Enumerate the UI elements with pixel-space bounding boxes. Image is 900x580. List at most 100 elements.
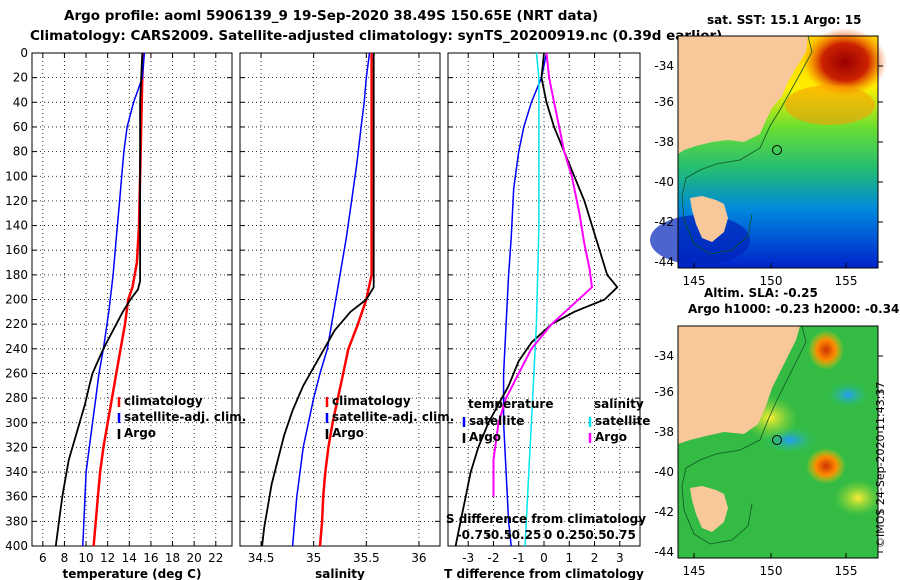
sst-warm-core [803, 28, 887, 96]
temperature-x-axis-label: temperature (deg C) [63, 567, 202, 580]
depth-tick-label: 400 [5, 539, 28, 553]
salinity-difference-tick-label: 0.5 [585, 528, 606, 542]
depth-tick-label: 240 [5, 342, 28, 356]
legend-label: Argo [124, 426, 156, 440]
sla-land-tasmania [690, 486, 728, 532]
difference-series-t-satellite [502, 52, 548, 547]
difference-x-axis-label: T difference from climatology [444, 567, 644, 580]
x-tick-label: 35.5 [353, 551, 380, 565]
x-tick-label: 8 [61, 551, 69, 565]
sst-argo-position-marker [772, 145, 782, 155]
x-tick-label: 36 [411, 551, 426, 565]
sst-warm-band [785, 85, 875, 125]
depth-tick-label: 300 [5, 416, 28, 430]
depth-tick-label: 320 [5, 440, 28, 454]
legend-label: climatology [124, 394, 203, 408]
depth-tick-label: 340 [5, 465, 28, 479]
sst-map-title: sat. SST: 15.1 Argo: 15 [707, 13, 861, 27]
depth-tick-label: 0 [20, 46, 28, 60]
sla-map-frame [677, 325, 879, 559]
lon-tick-label: 145 [683, 564, 706, 578]
salinity-series-satellite-adj-clim- [291, 52, 371, 547]
x-tick-label: 14 [122, 551, 137, 565]
x-tick-label: -2 [487, 551, 499, 565]
x-tick-label: 22 [208, 551, 223, 565]
legend-label: satellite [469, 414, 524, 428]
temperature-series-climatology [92, 52, 145, 547]
x-tick-label: 3 [616, 551, 624, 565]
x-tick-label: 18 [165, 551, 180, 565]
salinity-series-argo [261, 53, 375, 547]
lat-tick-label: -34 [654, 349, 674, 363]
depth-tick-label: 220 [5, 317, 28, 331]
depth-tick-label: 100 [5, 169, 28, 183]
depth-tick-label: 40 [13, 95, 28, 109]
legend-label: Argo [332, 426, 364, 440]
x-tick-label: 20 [187, 551, 202, 565]
x-tick-label: 6 [39, 551, 47, 565]
x-tick-label: 35 [306, 551, 321, 565]
salinity-profile-panel: 34.5 35 35.5 36 salinity climatology satellite… [239, 52, 454, 580]
sla-eddy-high-south [806, 448, 846, 484]
sst-map-axes: 145 150 155 -34 -36 -38 -40 -42 -44 [654, 59, 883, 288]
sst-map: sat. SST: 15.1 Argo: 15 145 150 155 -34 -36 -… [650, 13, 887, 288]
legend-temperature-title: temperature [468, 397, 553, 411]
lon-tick-label: 150 [760, 564, 783, 578]
sst-map-frame [677, 35, 879, 269]
depth-tick-label: 280 [5, 391, 28, 405]
x-tick-label: 2 [591, 551, 599, 565]
sla-land-mainland [678, 326, 800, 444]
depth-tick-label: 60 [13, 120, 28, 134]
legend-label: satellite-adj. clim. [124, 410, 246, 424]
legend-label: Argo [469, 430, 501, 444]
difference-profile-panel: -3 -2 -1 0 1 2 3T difference from climatologyt… [444, 52, 650, 580]
sla-eddy-warm-south [834, 480, 882, 516]
salinity-difference-tick-label: 0 [544, 528, 552, 542]
salinity-difference-axis-label: S difference from climatology [446, 512, 646, 526]
sla-map-axes: 145 150 155 -34 -36 -38 -40 -42 -44 [654, 349, 883, 578]
difference-series-s-satellite [524, 52, 540, 547]
depth-tick-label: 360 [5, 490, 28, 504]
sla-argo-position-marker [772, 435, 782, 445]
lon-tick-label: 150 [760, 274, 783, 288]
sla-map: Altim. SLA: -0.25 Argo h1000: -0.23 h200… [654, 286, 899, 578]
x-tick-label: 10 [78, 551, 93, 565]
sst-land-mainland [678, 36, 808, 154]
lon-tick-label: 155 [835, 564, 858, 578]
sla-eddy-low-east [826, 381, 870, 409]
lat-tick-label: -44 [654, 255, 674, 269]
salinity-difference-tick-label: -0.75 [457, 528, 492, 542]
x-tick-label: 34.5 [248, 551, 275, 565]
legend-label: climatology [332, 394, 411, 408]
temperature-series-argo [54, 52, 144, 547]
temperature-series-satellite-adj-clim- [82, 52, 146, 547]
difference-series-s-argo [492, 52, 593, 497]
imos-timestamp-credit: ©IMOS 24-Sep-2020 11:43:37 [874, 381, 887, 548]
lat-tick-label: -40 [654, 175, 674, 189]
legend-salinity-title: salinity [594, 397, 644, 411]
salinity-difference-tick-label: -0.25 [507, 528, 542, 542]
legend-label: satellite [595, 414, 650, 428]
lat-tick-label: -36 [654, 95, 674, 109]
salinity-series-climatology [318, 53, 373, 547]
depth-tick-label: 80 [13, 145, 28, 159]
depth-tick-label: 260 [5, 366, 28, 380]
sla-eddy-high-north [808, 330, 844, 370]
x-tick-label: 12 [100, 551, 115, 565]
sla-bathymetry-contour [681, 325, 807, 545]
lat-tick-label: -44 [654, 545, 674, 559]
x-tick-label: -1 [513, 551, 525, 565]
depth-tick-label: 120 [5, 194, 28, 208]
sst-bathymetry-contour [681, 35, 813, 255]
x-tick-label: 1 [565, 551, 573, 565]
lat-tick-label: -34 [654, 59, 674, 73]
lat-tick-label: -36 [654, 385, 674, 399]
depth-tick-label: 20 [13, 71, 28, 85]
sst-land-tasmania [690, 196, 728, 242]
salinity-x-axis-label: salinity [315, 567, 365, 580]
depth-tick-label: 140 [5, 219, 28, 233]
figure-title-line2: Climatology: CARS2009. Satellite-adjuste… [30, 28, 722, 44]
lat-tick-label: -42 [654, 215, 674, 229]
depth-tick-label: 200 [5, 293, 28, 307]
depth-tick-label: 380 [5, 514, 28, 528]
